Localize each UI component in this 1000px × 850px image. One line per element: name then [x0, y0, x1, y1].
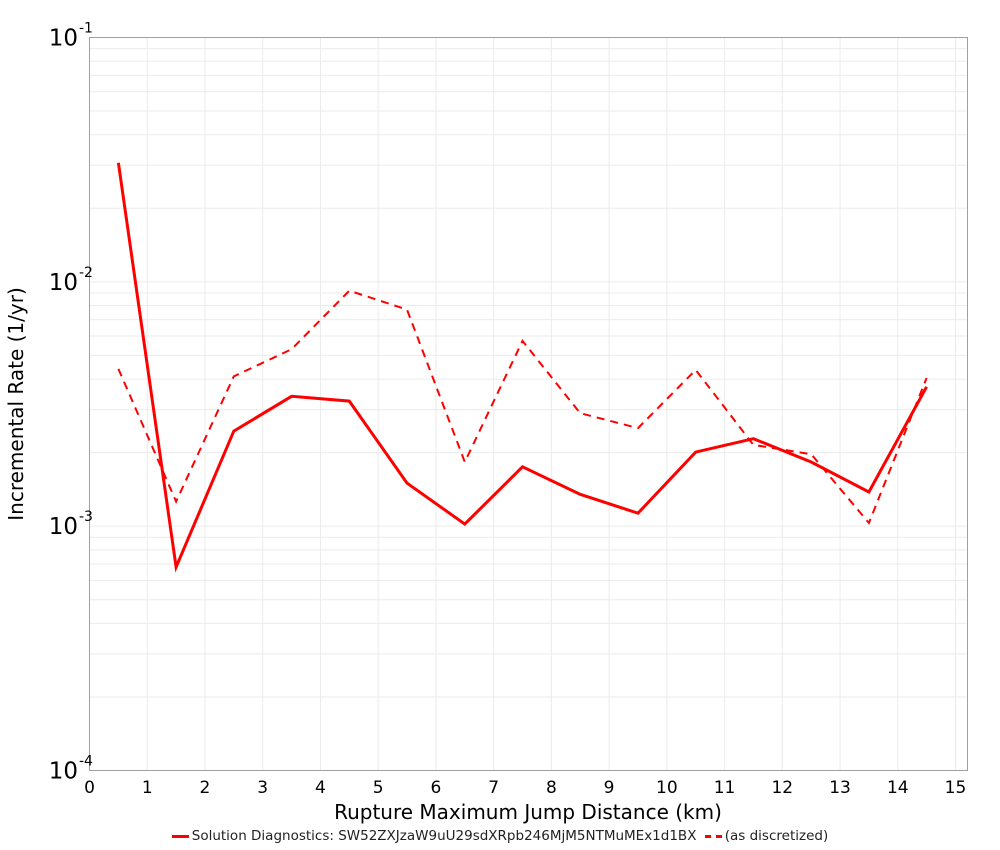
x-tick-label: 8 — [546, 778, 557, 798]
solution-line — [116, 162, 928, 573]
x-tick-label: 13 — [829, 778, 851, 798]
x-tick-label: 10 — [656, 778, 678, 798]
legend-item-solution: Solution Diagnostics: SW52ZXJzaW9uU29sdX… — [171, 828, 697, 844]
legend-item-discretized: (as discretized) — [704, 828, 829, 844]
x-tick-label: 3 — [257, 778, 268, 798]
x-tick-label: 9 — [604, 778, 615, 798]
discretized-line — [117, 289, 928, 525]
y-tick-label: 10 — [49, 514, 78, 540]
y-tick-exponent: -2 — [79, 265, 93, 281]
y-tick-exponent: -1 — [79, 21, 93, 37]
x-tick-label: 1 — [142, 778, 153, 798]
x-tick-label: 6 — [430, 778, 441, 798]
y-tick-label: 10 — [49, 26, 78, 52]
legend: Solution Diagnostics: SW52ZXJzaW9uU29sdX… — [0, 828, 1000, 844]
chart: 0 1 2 3 4 5 6 7 8 9 10 11 12 13 14 15 10-110-210-310-4 … — [4, 21, 968, 824]
x-tick-label: 14 — [887, 778, 909, 798]
data-series — [116, 162, 928, 573]
x-tick-label: 0 — [84, 778, 95, 798]
y-axis-label: Incremental Rate (1/yr) — [4, 287, 28, 520]
y-tick-exponent: -4 — [79, 754, 93, 770]
y-tick-label: 10 — [49, 270, 78, 296]
x-tick-label: 2 — [200, 778, 211, 798]
x-tick-label: 11 — [714, 778, 736, 798]
y-tick-exponent: -3 — [79, 509, 93, 525]
y-tick-label: 10 — [49, 759, 78, 785]
y-axis-ticks: 10-110-210-310-4 — [49, 21, 93, 785]
x-tick-label: 5 — [373, 778, 384, 798]
x-tick-label: 7 — [488, 778, 499, 798]
grid-lines — [89, 37, 968, 771]
x-tick-label: 15 — [945, 778, 967, 798]
dashed-line-swatch-icon — [704, 834, 722, 838]
plot-area-border — [89, 37, 968, 771]
x-axis-label: Rupture Maximum Jump Distance (km) — [334, 800, 722, 824]
x-tick-label: 12 — [771, 778, 793, 798]
solid-line-swatch-icon — [171, 834, 189, 838]
legend-label-discretized: (as discretized) — [724, 828, 829, 844]
x-tick-label: 4 — [315, 778, 326, 798]
x-axis-ticks: 0 1 2 3 4 5 6 7 8 9 10 11 12 13 14 15 — [84, 778, 966, 798]
legend-label-solution: Solution Diagnostics: SW52ZXJzaW9uU29sdX… — [191, 828, 697, 844]
